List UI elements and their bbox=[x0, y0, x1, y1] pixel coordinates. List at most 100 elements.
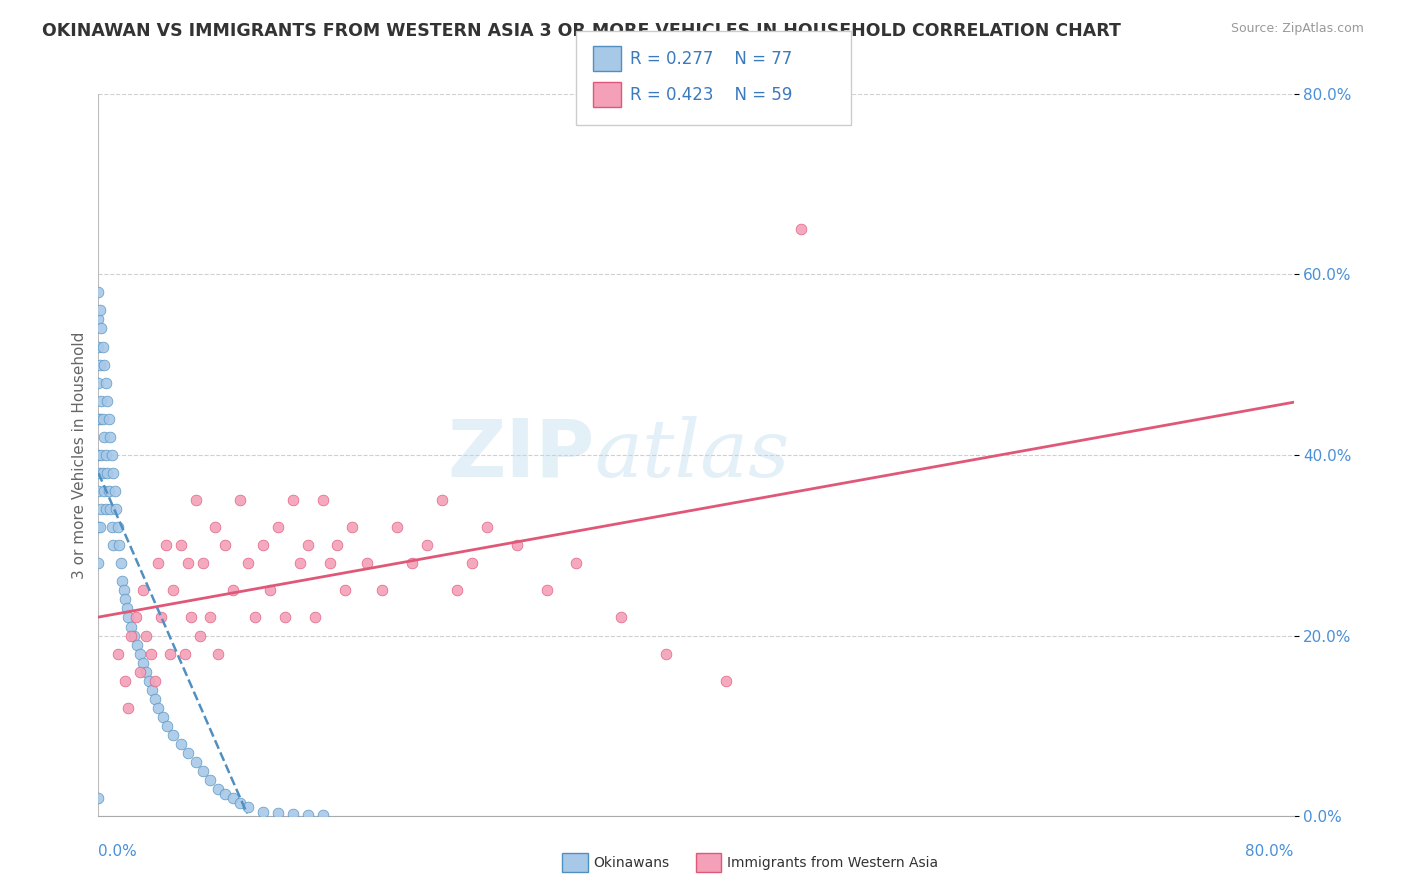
Point bbox=[162, 728, 184, 742]
Point bbox=[112, 583, 135, 598]
Point bbox=[87, 520, 110, 534]
Text: 0.0%: 0.0% bbox=[98, 844, 138, 859]
Point bbox=[89, 520, 111, 534]
Point bbox=[87, 557, 110, 571]
Point bbox=[87, 312, 110, 326]
Point bbox=[236, 557, 259, 571]
Point bbox=[222, 583, 245, 598]
Point bbox=[281, 807, 304, 822]
Point bbox=[401, 557, 423, 571]
Point bbox=[180, 610, 202, 624]
Point bbox=[90, 321, 112, 335]
Point bbox=[135, 665, 157, 679]
Point bbox=[311, 808, 333, 822]
Point bbox=[200, 610, 222, 624]
Point bbox=[105, 502, 128, 516]
Point bbox=[129, 665, 152, 679]
Point bbox=[117, 701, 139, 715]
Point bbox=[610, 610, 633, 624]
Point bbox=[229, 796, 252, 810]
Point bbox=[311, 493, 333, 508]
Point bbox=[117, 610, 139, 624]
Point bbox=[150, 610, 173, 624]
Point bbox=[94, 502, 117, 516]
Point bbox=[89, 303, 111, 318]
Text: R = 0.277    N = 77: R = 0.277 N = 77 bbox=[630, 50, 792, 68]
Point bbox=[326, 538, 349, 552]
Point bbox=[114, 592, 136, 607]
Point bbox=[107, 520, 129, 534]
Point bbox=[191, 764, 214, 778]
Y-axis label: 3 or more Vehicles in Household: 3 or more Vehicles in Household bbox=[72, 331, 87, 579]
Point bbox=[104, 483, 127, 498]
Point bbox=[91, 466, 114, 480]
Point bbox=[207, 782, 229, 797]
Point bbox=[506, 538, 529, 552]
Point bbox=[297, 538, 319, 552]
Point bbox=[188, 628, 211, 642]
Point bbox=[87, 483, 110, 498]
Point bbox=[204, 520, 226, 534]
Point bbox=[110, 557, 132, 571]
Point bbox=[222, 791, 245, 805]
Point bbox=[565, 557, 588, 571]
Point bbox=[103, 538, 125, 552]
Text: Okinawans: Okinawans bbox=[593, 855, 669, 870]
Point bbox=[141, 682, 163, 697]
Point bbox=[111, 574, 134, 589]
Text: Immigrants from Western Asia: Immigrants from Western Asia bbox=[727, 855, 938, 870]
Point bbox=[259, 583, 281, 598]
Point bbox=[148, 557, 170, 571]
Point bbox=[207, 647, 229, 661]
Point bbox=[385, 520, 409, 534]
Point bbox=[267, 806, 290, 821]
Point bbox=[655, 647, 678, 661]
Point bbox=[98, 430, 122, 444]
Point bbox=[94, 376, 117, 390]
Point bbox=[93, 483, 115, 498]
Point bbox=[124, 628, 146, 642]
Point bbox=[120, 619, 142, 633]
Point bbox=[115, 601, 138, 615]
Point bbox=[267, 520, 290, 534]
Point bbox=[184, 493, 207, 508]
Point bbox=[236, 800, 259, 814]
Point bbox=[214, 787, 236, 801]
Point bbox=[89, 358, 111, 372]
Point bbox=[87, 339, 110, 353]
Point bbox=[174, 647, 197, 661]
Point bbox=[125, 610, 148, 624]
Point bbox=[461, 557, 484, 571]
Point bbox=[288, 557, 311, 571]
Text: R = 0.423    N = 59: R = 0.423 N = 59 bbox=[630, 86, 792, 103]
Point bbox=[94, 448, 117, 462]
Point bbox=[714, 673, 737, 688]
Point bbox=[789, 222, 811, 236]
Point bbox=[93, 358, 115, 372]
Point bbox=[87, 376, 110, 390]
Point bbox=[127, 638, 149, 652]
Point bbox=[297, 808, 319, 822]
Point bbox=[101, 520, 124, 534]
Point bbox=[135, 628, 157, 642]
Point bbox=[129, 647, 152, 661]
Point bbox=[191, 557, 214, 571]
Point bbox=[475, 520, 498, 534]
Point bbox=[169, 538, 191, 552]
Point bbox=[214, 538, 236, 552]
Point bbox=[87, 791, 110, 805]
Point bbox=[114, 673, 136, 688]
Point bbox=[200, 772, 222, 788]
Point bbox=[108, 538, 131, 552]
Point bbox=[90, 448, 112, 462]
Point bbox=[96, 393, 118, 408]
Point bbox=[89, 466, 111, 480]
Point bbox=[103, 466, 125, 480]
Text: OKINAWAN VS IMMIGRANTS FROM WESTERN ASIA 3 OR MORE VEHICLES IN HOUSEHOLD CORRELA: OKINAWAN VS IMMIGRANTS FROM WESTERN ASIA… bbox=[42, 22, 1121, 40]
Point bbox=[155, 538, 177, 552]
Point bbox=[536, 583, 558, 598]
Point bbox=[143, 673, 166, 688]
Point bbox=[356, 557, 378, 571]
Point bbox=[96, 466, 118, 480]
Point bbox=[274, 610, 297, 624]
